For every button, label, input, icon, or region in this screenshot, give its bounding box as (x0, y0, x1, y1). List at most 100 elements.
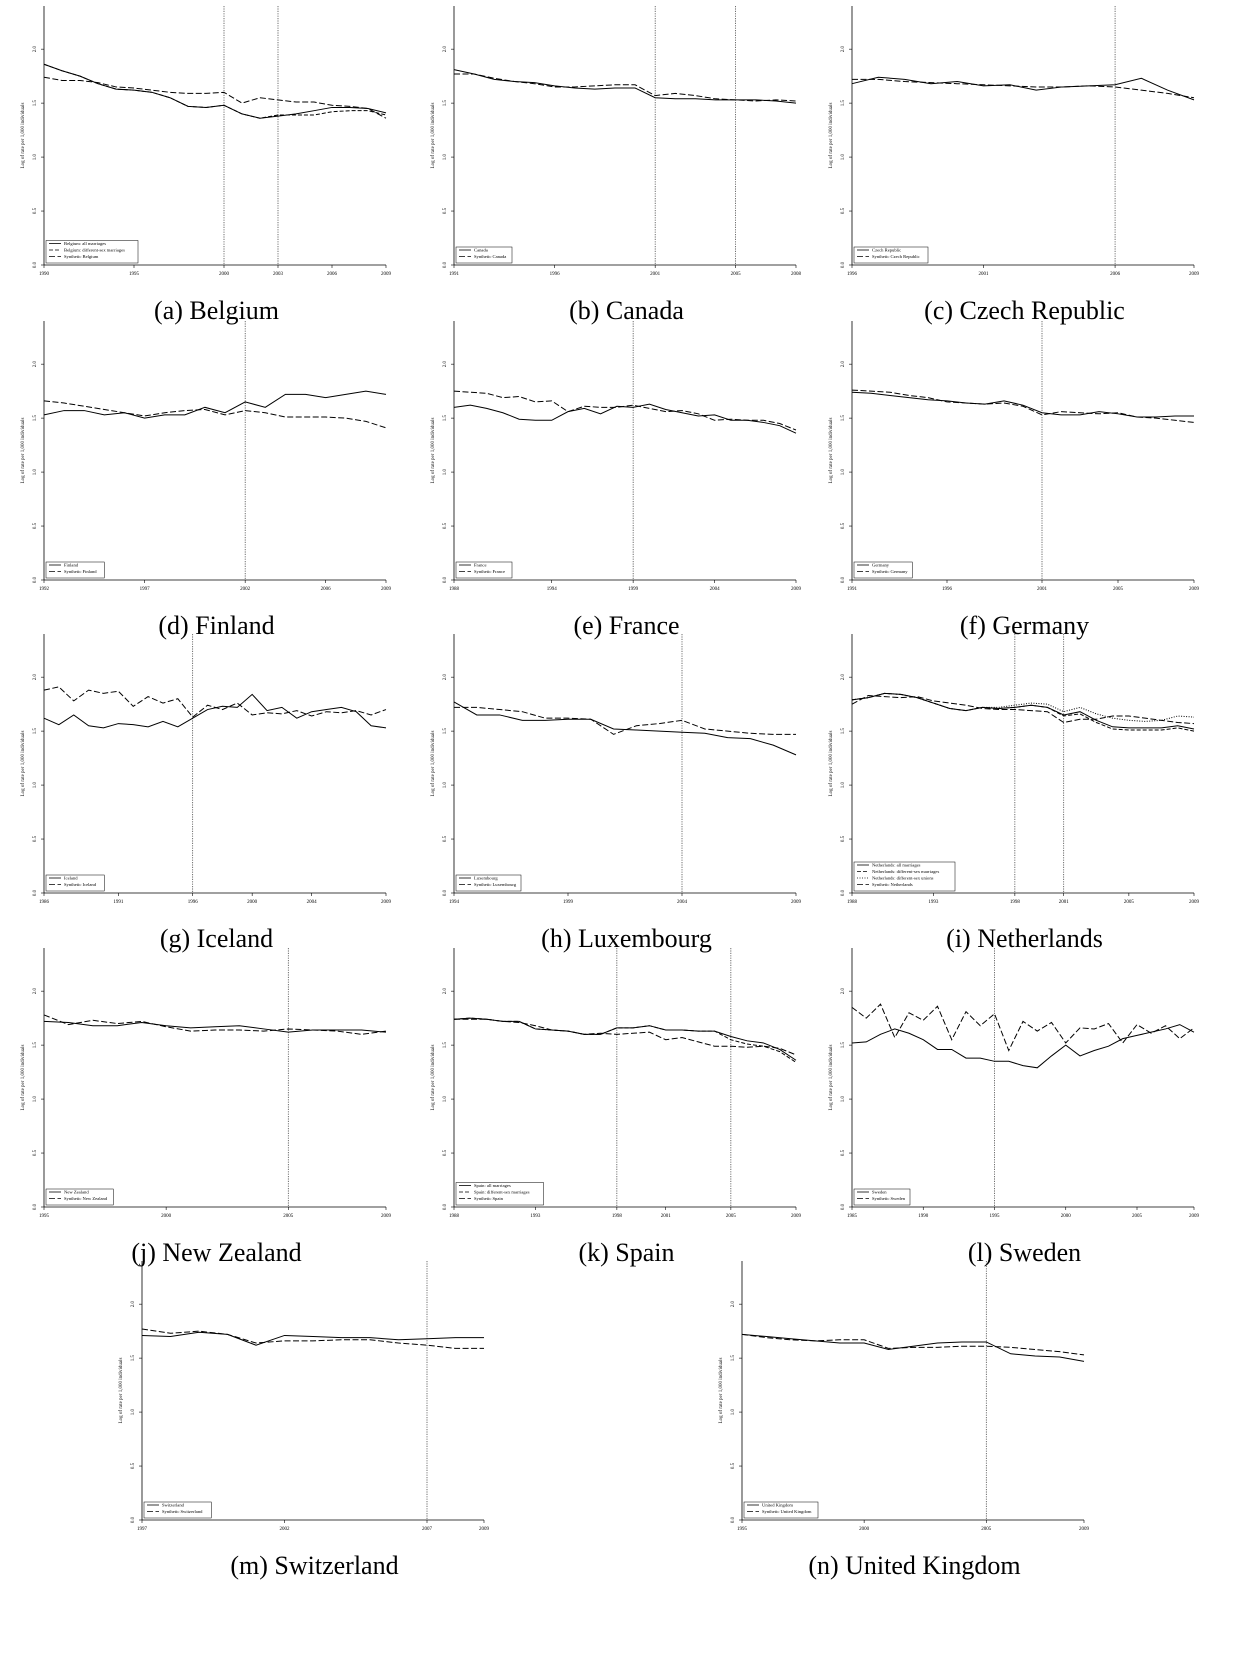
x-tick-label: 2000 (859, 1527, 870, 1532)
x-tick-label: 2009 (381, 900, 392, 905)
legend-entry: Synthetic Germany (872, 569, 908, 574)
x-tick-label: 2005 (981, 1527, 992, 1532)
y-tick-label: 0.0 (443, 889, 448, 896)
y-tick-label: 2.0 (443, 674, 448, 681)
x-tick-label: 2000 (247, 900, 258, 905)
panel-caption: (i) Netherlands (946, 924, 1103, 953)
x-tick-label: 2004 (677, 900, 688, 905)
panel-caption: (j) New Zealand (131, 1238, 302, 1267)
y-tick-label: 0.5 (841, 835, 846, 842)
legend-entry: Synthetic Luxembourg (474, 882, 517, 887)
legend (853, 561, 913, 579)
chart-svg: 0.0 0.5 1.0 1.5 2.0 Log of rate per 1,000 ind… (21, 634, 392, 905)
chart-svg: 0.0 0.5 1.0 1.5 2.0 Log of rate per 1,000 ind… (21, 321, 392, 592)
y-tick-label: 0.0 (443, 1203, 448, 1210)
x-tick-label: 2001 (979, 272, 990, 277)
legend-entry: Iceland (64, 876, 78, 881)
legend-entry: France (474, 563, 487, 568)
chart-svg: 0.0 0.5 1.0 1.5 2.0 Log of rate per 1,000 ind… (21, 948, 392, 1219)
chart-panel: 0.0 0.5 1.0 1.5 2.0 Log of rate per 1,000 ind… (424, 628, 829, 962)
legend (743, 1501, 819, 1519)
x-tick-label: 2009 (1189, 1214, 1200, 1219)
chart-svg: 0.0 0.5 1.0 1.5 2.0 Log of rate per 1,000 ind… (431, 321, 802, 592)
y-tick-label: 1.5 (33, 1042, 38, 1049)
y-tick-label: 0.5 (33, 1149, 38, 1156)
x-tick-label: 2001 (1059, 900, 1070, 905)
x-tick-label: 2000 (219, 272, 230, 277)
legend-entry: Synthetic United Kingdom (762, 1509, 812, 1514)
legend (143, 1501, 212, 1519)
x-tick-label: 2001 (661, 1214, 672, 1219)
series-line (851, 695, 1195, 725)
legend (455, 246, 513, 264)
series-line (851, 692, 1195, 730)
y-tick-label: 0.5 (841, 1149, 846, 1156)
x-tick-label: 1991 (847, 587, 858, 592)
legend-entry: Czech Republic (872, 248, 901, 253)
y-tick-label: 1.0 (841, 1095, 846, 1102)
legend (853, 246, 929, 264)
legend-entry: Synthetic Czech Republic (872, 254, 920, 259)
y-tick-label: 2.0 (841, 46, 846, 53)
legend (853, 1188, 911, 1206)
y-tick-label: 1.0 (841, 781, 846, 788)
x-tick-label: 2001 (650, 272, 661, 277)
x-tick-label: 2009 (1079, 1527, 1090, 1532)
series-line (453, 390, 797, 431)
x-tick-label: 1999 (628, 587, 639, 592)
x-tick-label: 2004 (710, 587, 721, 592)
series-line (453, 1017, 797, 1061)
x-tick-label: 1996 (847, 272, 858, 277)
chart-svg: 0.0 0.5 1.0 1.5 2.0 Log of rate per 1,000 ind… (21, 6, 392, 277)
y-tick-label: 1.0 (33, 1095, 38, 1102)
y-tick-label: 2.0 (443, 988, 448, 995)
legend (853, 861, 956, 892)
y-tick-label: 1.5 (33, 728, 38, 735)
legend-entry: Germany (872, 563, 890, 568)
y-tick-label: 1.5 (443, 100, 448, 107)
series-line (453, 69, 797, 104)
x-tick-label: 1990 (918, 1214, 929, 1219)
series-line (852, 78, 1195, 99)
legend-entry: Luxembourg (474, 876, 498, 881)
legend-entry: Netherlands: different-sex unions (872, 876, 934, 881)
legend-entry: Netherlands: different-sex marriages (872, 869, 939, 874)
x-tick-label: 1992 (39, 587, 50, 592)
y-tick-label: 1.5 (841, 728, 846, 735)
x-tick-label: 1988 (449, 587, 460, 592)
y-tick-label: 1.5 (443, 415, 448, 422)
x-tick-label: 2002 (280, 1527, 291, 1532)
y-tick-label: 0.0 (33, 576, 38, 583)
legend-entry: United Kingdom (762, 1503, 793, 1508)
series-line (453, 1017, 797, 1063)
chart-panel: 0.0 0.5 1.0 1.5 2.0 Log of rate per 1,000 ind… (14, 942, 419, 1276)
y-tick-label: 2.0 (33, 674, 38, 681)
panel-caption: (d) Finland (158, 611, 275, 640)
panel-caption: (e) France (573, 611, 680, 640)
x-tick-label: 2009 (791, 1214, 802, 1219)
y-axis-label: Log of rate per 1,000 individuals (119, 1358, 124, 1424)
series-line (741, 1333, 1085, 1362)
y-axis-label: Log of rate per 1,000 individuals (431, 103, 436, 169)
y-axis-label: Log of rate per 1,000 individuals (21, 731, 26, 797)
x-tick-label: 1995 (990, 1214, 1001, 1219)
y-tick-label: 0.5 (841, 522, 846, 529)
panel-caption: (b) Canada (569, 296, 684, 325)
x-tick-label: 1995 (129, 272, 140, 277)
x-tick-label: 2009 (1189, 587, 1200, 592)
x-tick-label: 1998 (612, 1214, 623, 1219)
series-line (851, 1003, 1195, 1052)
chart-panel: 0.0 0.5 1.0 1.5 2.0 Log of rate per 1,000 ind… (112, 1255, 517, 1589)
series-line (851, 1024, 1195, 1069)
y-tick-label: 1.5 (731, 1355, 736, 1362)
legend (455, 561, 513, 579)
series-line (43, 686, 387, 718)
y-tick-label: 0.0 (443, 576, 448, 583)
chart-svg: 0.0 0.5 1.0 1.5 2.0 Log of rate per 1,000 ind… (719, 1261, 1090, 1532)
series-line (851, 389, 1195, 423)
chart-svg: 0.0 0.5 1.0 1.5 2.0 Log of rate per 1,000 ind… (829, 321, 1200, 592)
y-tick-label: 1.5 (33, 415, 38, 422)
y-axis-label: Log of rate per 1,000 individuals (829, 103, 834, 169)
y-tick-label: 1.0 (841, 153, 846, 160)
x-tick-label: 2007 (422, 1527, 433, 1532)
